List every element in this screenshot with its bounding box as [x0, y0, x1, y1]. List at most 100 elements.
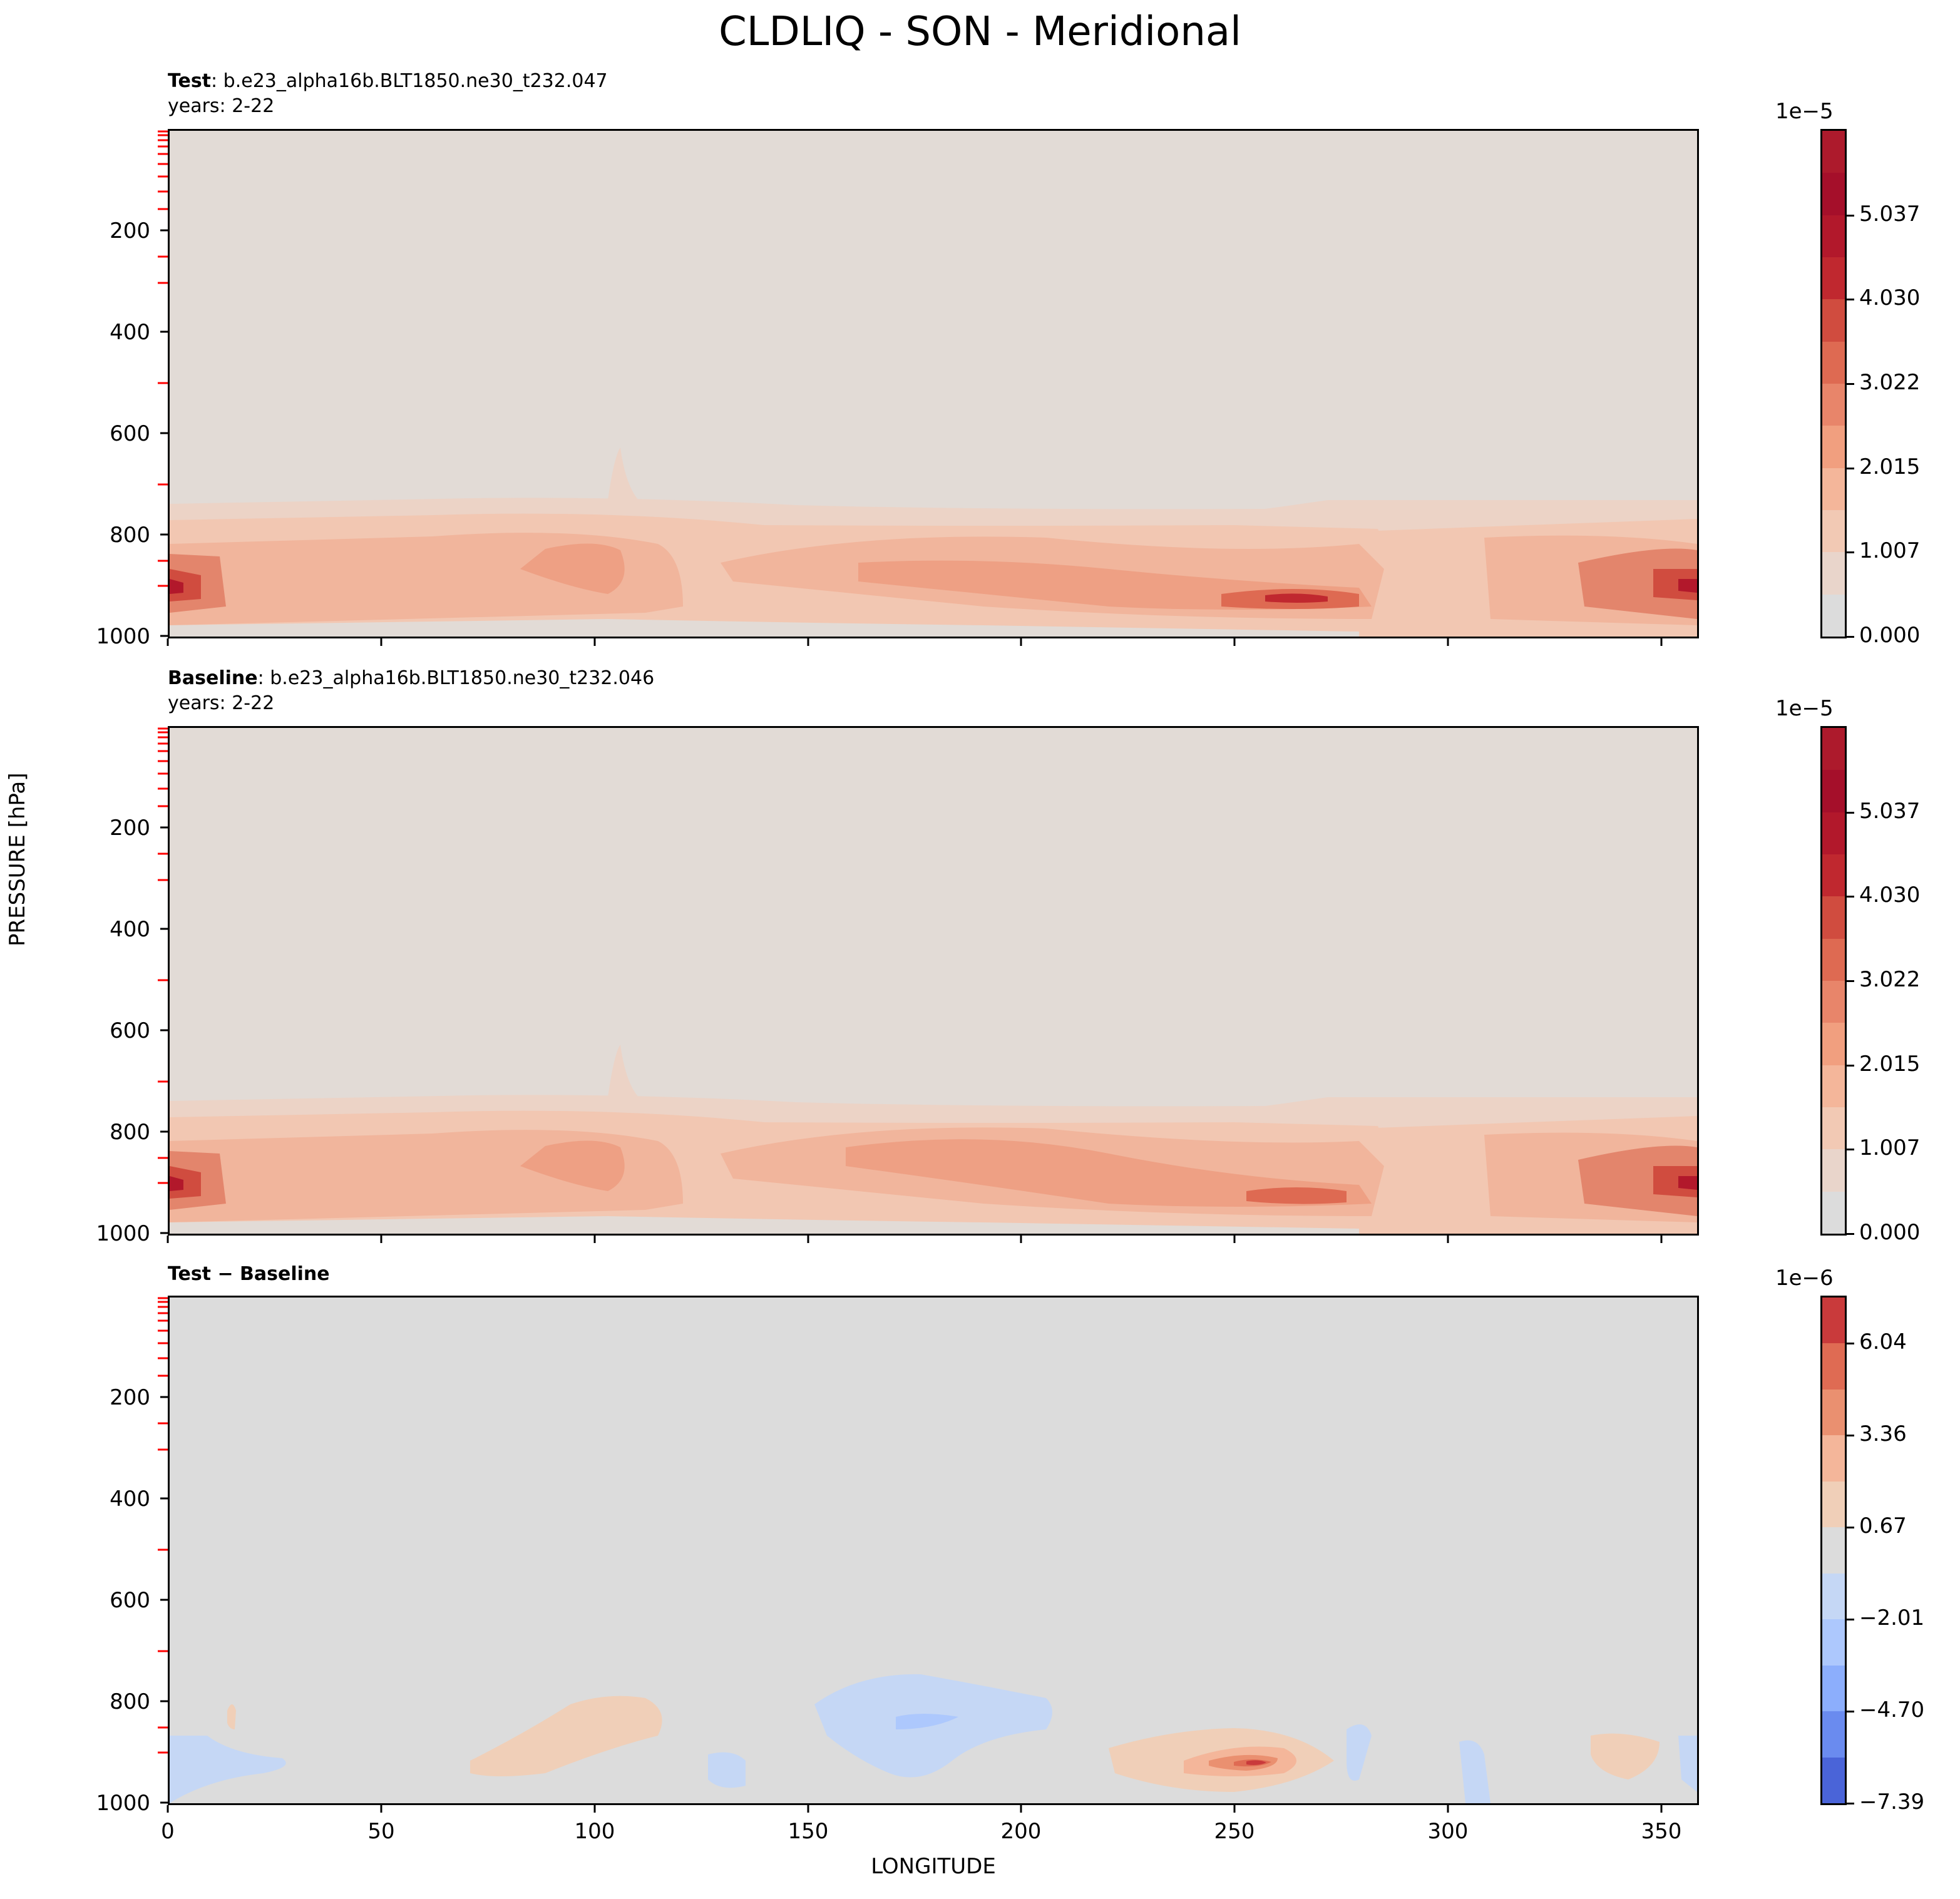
colorbar-tick-mark: [1847, 1343, 1854, 1345]
colorbar-exponent: 1e−5: [1775, 99, 1834, 124]
contour-level: [170, 579, 183, 594]
contour-negative: [1347, 1724, 1372, 1781]
colorbar-tick-label: −7.39: [1859, 1789, 1925, 1815]
contour-level: [170, 1216, 1359, 1234]
y-tick-label: 800: [110, 523, 150, 548]
heatmap-panel-baseline: [168, 726, 1699, 1236]
contour-level: [1653, 569, 1697, 600]
y-tick-label: 800: [110, 1120, 150, 1145]
x-tick-label: 0: [161, 1819, 175, 1844]
colorbar-segment: [1822, 341, 1845, 384]
contour-positive: [1246, 1760, 1266, 1765]
colorbar-tick-label: 1.007: [1859, 538, 1921, 564]
colorbar-segment: [1822, 1298, 1845, 1344]
contour-level: [520, 1140, 625, 1191]
colorbar-tick-label: 2.015: [1859, 454, 1921, 479]
contour-spike: [608, 1045, 645, 1103]
colorbar-tick-mark: [1847, 551, 1854, 554]
colorbar-segment: [1822, 426, 1845, 468]
colorbar-tick-mark: [1847, 1803, 1854, 1804]
colorbar-tick-label: 0.000: [1859, 623, 1921, 648]
contour-level: [170, 569, 201, 601]
contour-plot-baseline: [170, 728, 1697, 1234]
colorbar-tick-label: 0.67: [1859, 1513, 1907, 1539]
colorbar-segment: [1822, 1389, 1845, 1436]
colorbar-segment: [1822, 1149, 1845, 1192]
panel-title-diff: Test − Baseline: [168, 1262, 330, 1287]
colorbar-segment: [1822, 1711, 1845, 1758]
contour-positive: [470, 1696, 662, 1776]
colorbar-segment: [1822, 215, 1845, 257]
contour-level: [1246, 1187, 1347, 1204]
colorbar-tick-label: 3.022: [1859, 370, 1921, 395]
contour-level: [520, 543, 625, 594]
panel-title-bold: Baseline: [168, 667, 258, 689]
panel-title-case: : b.e23_alpha16b.BLT1850.ne30_t232.046: [257, 667, 655, 689]
contour-negative: [170, 1736, 286, 1803]
heatmap-panel-test: [168, 129, 1699, 638]
panel-years: years: 2-22: [168, 692, 275, 714]
colorbar-segment: [1822, 938, 1845, 981]
colorbar-tick-label: 5.037: [1859, 201, 1921, 227]
y-tick-label: 600: [110, 1588, 150, 1613]
contour-plot-test: [170, 131, 1697, 637]
colorbar-test: [1820, 129, 1847, 638]
contour-level: [170, 1176, 183, 1191]
contour-level: [1678, 579, 1697, 593]
colorbar-tick-mark: [1847, 467, 1854, 469]
y-tick-label: 800: [110, 1689, 150, 1714]
contour-level: [846, 1139, 1372, 1207]
contour-level: [1265, 593, 1328, 603]
y-tick-label: 600: [110, 1018, 150, 1043]
contour-positive: [227, 1704, 236, 1729]
y-tick-label: 1000: [96, 624, 150, 649]
colorbar-tick-label: 4.030: [1859, 285, 1921, 311]
colorbar-segment: [1822, 383, 1845, 426]
x-tick-label: 200: [1000, 1819, 1042, 1844]
colorbar-segment: [1822, 1665, 1845, 1712]
colorbar-exponent: 1e−5: [1775, 696, 1834, 721]
x-tick-label: 250: [1214, 1819, 1255, 1844]
contour-level: [1578, 548, 1697, 619]
colorbar-segment: [1822, 299, 1845, 342]
colorbar-tick-mark: [1847, 214, 1854, 217]
y-tick-label: 200: [110, 218, 150, 243]
y-tick-label: 400: [110, 320, 150, 345]
colorbar-tick-label: −2.01: [1859, 1605, 1925, 1631]
x-axis-label: LONGITUDE: [871, 1854, 996, 1879]
contour-level: [1578, 1145, 1697, 1216]
colorbar-segment: [1822, 1481, 1845, 1528]
figure-title: CLDLIQ - SON - Meridional: [719, 9, 1241, 55]
colorbar-tick-label: 1.007: [1859, 1135, 1921, 1161]
colorbar-tick-mark: [1847, 383, 1854, 385]
colorbar-segment: [1822, 594, 1845, 637]
colorbar-segment: [1822, 1619, 1845, 1666]
y-tick-label: 1000: [96, 1791, 150, 1816]
colorbar-segment: [1822, 257, 1845, 300]
y-tick-label: 600: [110, 421, 150, 446]
contour-level: [1653, 1166, 1697, 1197]
contour-negative: [708, 1752, 746, 1788]
colorbar-tick-mark: [1847, 1527, 1854, 1529]
colorbar-tick-mark: [1847, 811, 1854, 814]
panel-years: years: 2-22: [168, 95, 275, 117]
colorbar-segment: [1822, 1065, 1845, 1107]
colorbar-tick-mark: [1847, 1435, 1854, 1437]
contour-level: [1678, 1176, 1697, 1190]
colorbar-segment: [1822, 812, 1845, 854]
colorbar-segment: [1822, 854, 1845, 897]
panel-title-bold: Test − Baseline: [168, 1263, 330, 1285]
colorbar-tick-mark: [1847, 1233, 1854, 1235]
x-tick-label: 350: [1641, 1819, 1682, 1844]
contour-level: [170, 619, 1359, 637]
contour-spike: [608, 448, 645, 506]
colorbar-tick-label: 6.04: [1859, 1329, 1907, 1355]
colorbar-segment: [1822, 1191, 1845, 1234]
contour-positive: [1591, 1733, 1660, 1779]
colorbar-tick-mark: [1847, 1619, 1854, 1621]
colorbar-tick-label: −4.70: [1859, 1697, 1925, 1723]
colorbar-segment: [1822, 1107, 1845, 1150]
colorbar-tick-label: 4.030: [1859, 883, 1921, 908]
colorbar-segment: [1822, 980, 1845, 1023]
colorbar-baseline: [1820, 726, 1847, 1236]
